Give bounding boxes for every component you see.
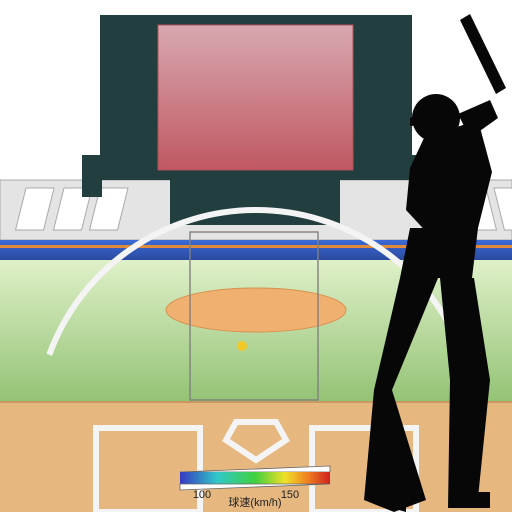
legend-tick: 150 [281,489,299,501]
speed-legend-bar [180,472,330,484]
pitch-point [237,341,247,351]
legend-label: 球速(km/h) [228,495,281,509]
pitchers-mound [166,288,346,332]
legend-tick: 100 [193,489,211,501]
scoreboard-screen [158,25,353,170]
pitch-location-chart: 100 150球速(km/h) [0,0,512,512]
